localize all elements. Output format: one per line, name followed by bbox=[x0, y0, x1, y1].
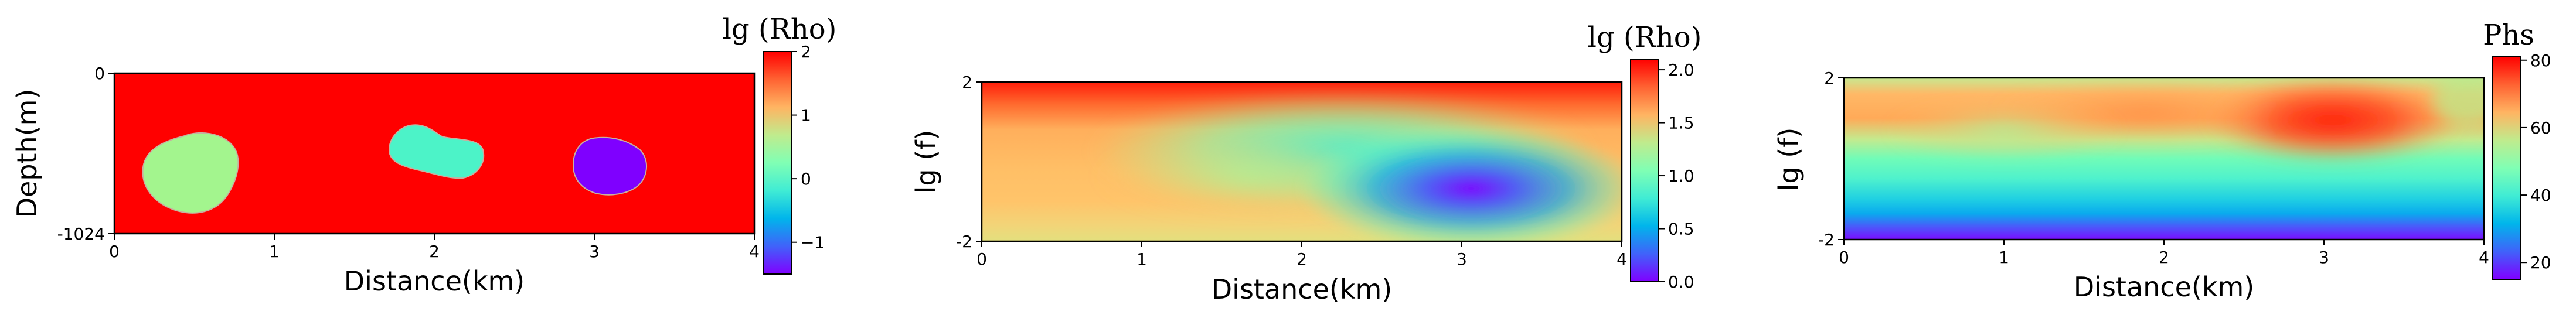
panel-3-x-tick-label: 3 bbox=[2319, 248, 2329, 267]
panel-1-ylabel: Depth(m) bbox=[11, 89, 43, 218]
panel-1-x-tick-label: 2 bbox=[429, 242, 440, 261]
panel-2-colorbar-ticks: 2.0 1.5 1.0 0.5 0.0 bbox=[1659, 60, 1694, 292]
panel-3-colorbar-tick-label: 80 bbox=[2530, 51, 2551, 70]
panel-3: 0 1 2 3 4 2 -2 Distance(km) lg (f) 80 60 40 20 P… bbox=[1773, 19, 2551, 303]
panel-2-ylabel: lg (f) bbox=[910, 130, 942, 194]
panel-1-y-tick-label: 0 bbox=[94, 64, 105, 83]
panel-3-colorbar-tick-label: 20 bbox=[2530, 253, 2551, 272]
panel-1-x-tick-label: 3 bbox=[589, 242, 600, 261]
panel-2-y-ticks: 2 -2 bbox=[956, 73, 982, 251]
panel-3-x-ticks: 0 1 2 3 4 bbox=[1839, 240, 2489, 267]
panel-2-x-tick-label: 1 bbox=[1136, 249, 1147, 269]
panel-2-y-tick-label: -2 bbox=[956, 232, 972, 251]
panel-3-x-tick-label: 1 bbox=[1999, 248, 2009, 267]
panel-3-x-tick-label: 2 bbox=[2159, 248, 2169, 267]
panel-1-colorbar-title: lg (Rho) bbox=[723, 13, 837, 46]
panel-2-x-ticks: 0 1 2 3 4 bbox=[976, 241, 1627, 269]
panel-3-y-tick-label: -2 bbox=[1818, 230, 1835, 249]
panel-2-colorbar-title: lg (Rho) bbox=[1588, 21, 1702, 54]
panel-2-x-tick-label: 2 bbox=[1296, 249, 1307, 269]
panel-1-x-tick-label: 4 bbox=[749, 242, 760, 261]
panel-3-colorbar-ticks: 80 60 40 20 bbox=[2521, 51, 2551, 272]
panel-3-x-tick-label: 0 bbox=[1839, 248, 1849, 267]
panel-2-x-tick-label: 4 bbox=[1617, 249, 1627, 269]
panel-1-colorbar-tick-label: 0 bbox=[801, 169, 811, 189]
panel-2-y-tick-label: 2 bbox=[962, 73, 972, 92]
panel-3-xlabel: Distance(km) bbox=[2074, 271, 2254, 303]
panel-3-ylabel: lg (f) bbox=[1773, 128, 1805, 191]
panel-1-y-ticks: 0 -1024 bbox=[57, 64, 114, 244]
panel-1-body-right bbox=[572, 136, 648, 196]
panel-1-y-tick-label: -1024 bbox=[57, 224, 105, 244]
panel-1-colorbar-tick-label: −1 bbox=[801, 233, 825, 252]
panel-2: 0 1 2 3 4 2 -2 Distance(km) lg (f) 2.0 1.5 1.0 0… bbox=[910, 21, 1702, 305]
panel-1-body-middle bbox=[388, 124, 485, 179]
panel-1-x-tick-label: 0 bbox=[109, 242, 120, 261]
panel-1-xlabel: Distance(km) bbox=[344, 265, 525, 297]
panel-2-colorbar bbox=[1630, 59, 1659, 282]
panel-2-xlabel: Distance(km) bbox=[1212, 273, 1392, 305]
panel-3-field bbox=[1844, 78, 2484, 240]
panel-1-x-ticks: 0 1 2 3 4 bbox=[109, 234, 760, 261]
panel-3-x-tick-label: 4 bbox=[2479, 248, 2489, 267]
panel-3-colorbar-tick-label: 40 bbox=[2530, 186, 2551, 205]
panel-2-colorbar-tick-label: 2.0 bbox=[1668, 60, 1694, 80]
panel-1-body-left bbox=[142, 132, 239, 214]
panel-1-colorbar-tick-label: 2 bbox=[801, 42, 811, 61]
panel-2-x-tick-label: 0 bbox=[976, 249, 987, 269]
panel-3-colorbar bbox=[2492, 56, 2521, 280]
panel-1-colorbar-ticks: 2 1 0 −1 bbox=[791, 42, 825, 252]
panel-1-x-tick-label: 1 bbox=[269, 242, 280, 261]
panel-3-colorbar-tick-label: 60 bbox=[2530, 118, 2551, 138]
panel-3-colorbar-title: Phs bbox=[2483, 19, 2534, 52]
panel-2-x-tick-label: 3 bbox=[1457, 249, 1467, 269]
panel-1-colorbar-tick-label: 1 bbox=[801, 106, 811, 125]
panel-2-colorbar-tick-label: 1.0 bbox=[1668, 166, 1694, 186]
panel-2-colorbar-tick-label: 0.0 bbox=[1668, 272, 1694, 292]
panel-2-colorbar-tick-label: 1.5 bbox=[1668, 114, 1694, 133]
panel-2-colorbar-tick-label: 0.5 bbox=[1668, 220, 1694, 239]
panel-3-y-ticks: 2 -2 bbox=[1818, 69, 1844, 249]
panel-3-y-tick-label: 2 bbox=[1824, 69, 1835, 88]
panel-2-field bbox=[982, 82, 1622, 241]
panel-1-colorbar bbox=[763, 51, 792, 275]
